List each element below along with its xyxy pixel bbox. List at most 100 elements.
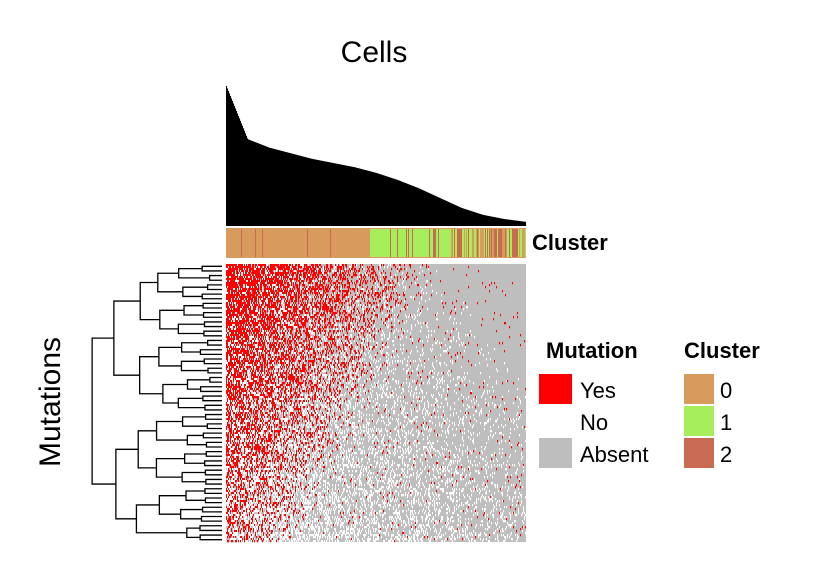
heat-cell (301, 320, 303, 323)
heat-cell (377, 276, 379, 279)
heat-cell (323, 306, 325, 309)
heat-cell (230, 308, 232, 311)
heat-cell (319, 266, 321, 269)
heat-cell (294, 300, 296, 303)
heat-cell (272, 272, 274, 275)
heat-cell (255, 274, 257, 277)
heat-cell (233, 290, 235, 293)
heat-cell (249, 340, 251, 343)
heat-cell (303, 274, 305, 277)
heat-cell (398, 302, 400, 305)
heat-cell (275, 290, 277, 293)
heat-cell (260, 294, 262, 297)
heat-cell (230, 304, 232, 307)
heat-cell (359, 332, 361, 335)
heat-cell (298, 268, 300, 271)
heat-cell (258, 336, 260, 339)
heat-cell (324, 290, 326, 293)
heat-cell (253, 312, 255, 315)
heat-cell (348, 290, 350, 293)
heat-cell (322, 280, 324, 283)
cluster-cell (515, 229, 517, 257)
heat-cell (228, 310, 230, 313)
heat-cell (273, 266, 275, 269)
heat-cell (318, 336, 320, 339)
heat-cell (296, 320, 298, 323)
heat-cell (307, 268, 309, 271)
heat-cell (252, 318, 254, 321)
heat-cell (366, 288, 368, 291)
heat-cell (257, 272, 259, 275)
heat-cell (254, 312, 256, 315)
heat-cell (364, 340, 366, 343)
heat-cell (288, 292, 290, 295)
heat-cell (282, 334, 284, 337)
heat-cell (262, 312, 264, 315)
heat-cell (329, 318, 331, 321)
heat-cell (266, 298, 268, 301)
heat-cell (338, 298, 340, 301)
heat-cell (322, 332, 324, 335)
heat-cell (306, 306, 308, 309)
heat-cell (269, 284, 271, 287)
heat-cell (403, 332, 405, 335)
heat-cell (231, 270, 233, 273)
heat-cell (246, 332, 248, 335)
heat-cell (291, 268, 293, 271)
heat-cell (271, 290, 273, 293)
cell-bar (482, 214, 484, 226)
heat-cell (290, 282, 292, 285)
heat-cell (242, 332, 244, 335)
heat-cell (265, 324, 267, 327)
heat-cell (359, 328, 361, 331)
heat-cell (339, 290, 341, 293)
heat-cell (268, 334, 270, 337)
heat-cell (296, 316, 298, 319)
heat-cell (286, 340, 288, 343)
heat-cell (242, 326, 244, 329)
heat-cell (295, 302, 297, 305)
heat-cell (264, 338, 266, 341)
heat-cell (346, 300, 348, 303)
heat-cell (311, 332, 313, 335)
heat-cell (310, 282, 312, 285)
heat-cell (348, 286, 350, 289)
cluster-cell (491, 229, 493, 257)
heat-cell (228, 282, 230, 285)
heat-cell (293, 310, 295, 313)
heat-cell (365, 324, 367, 327)
heat-cell (349, 282, 351, 285)
heat-cell (349, 310, 351, 313)
heat-cell (253, 334, 255, 337)
heat-cell (339, 282, 341, 285)
heat-cell (319, 272, 321, 275)
heat-cell (298, 338, 300, 341)
heat-cell (241, 294, 243, 297)
heat-cell (323, 330, 325, 333)
heat-cell (244, 294, 246, 297)
heat-cell (363, 328, 365, 331)
heat-cell (344, 294, 346, 297)
heat-cell (349, 286, 351, 289)
heat-cell (291, 332, 293, 335)
cell-bar (365, 170, 367, 226)
heat-cell (229, 272, 231, 275)
heat-cell (242, 312, 244, 315)
heat-cell (229, 276, 231, 279)
heat-cell (279, 320, 281, 323)
cell-bar (378, 173, 380, 226)
heat-cell (345, 324, 347, 327)
heat-cell (263, 266, 265, 269)
heat-cell (282, 292, 284, 295)
cell-bar (288, 152, 290, 226)
heat-cell (354, 300, 356, 303)
heat-cell (327, 278, 329, 281)
heat-cell (493, 318, 495, 321)
cluster-cell (501, 229, 503, 257)
heat-cell (294, 264, 296, 267)
heat-cell (254, 310, 256, 313)
heat-cell (313, 264, 315, 267)
heat-cell (378, 330, 380, 333)
heat-cell (407, 304, 409, 307)
heat-cell (334, 340, 336, 343)
